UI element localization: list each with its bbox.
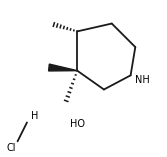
Text: HO: HO: [70, 119, 85, 129]
Text: Cl: Cl: [7, 143, 16, 153]
Text: NH: NH: [135, 75, 150, 85]
Polygon shape: [49, 64, 77, 71]
Text: H: H: [31, 111, 38, 121]
